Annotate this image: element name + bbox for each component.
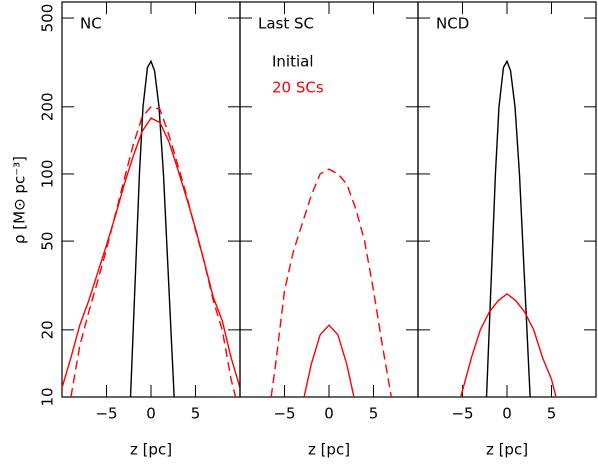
x-tick-label: 5 — [191, 405, 201, 423]
data-line — [485, 59, 531, 398]
y-tick-label: 100 — [39, 160, 57, 189]
y-tick-label: 10 — [39, 387, 57, 406]
x-axis-label: z [pc] — [486, 441, 528, 459]
x-axis-label: z [pc] — [308, 441, 350, 459]
panel-title: NCD — [436, 15, 469, 33]
y-tick-label: 500 — [39, 4, 57, 33]
data-line — [70, 106, 237, 398]
data-line — [61, 117, 241, 388]
x-tick-label: 0 — [324, 405, 334, 423]
legend-entry: Initial — [272, 53, 314, 71]
panel-title: NC — [80, 15, 102, 33]
y-tick-label: 200 — [39, 92, 57, 121]
x-tick-label: −5 — [273, 405, 295, 423]
x-axis-label: z [pc] — [130, 441, 172, 459]
x-tick-label: 5 — [547, 405, 557, 423]
y-axis-label: ρ [M⊙ pc⁻³] — [11, 156, 29, 244]
data-line — [303, 324, 355, 398]
x-tick-label: 5 — [369, 405, 379, 423]
y-tick-label: 50 — [39, 232, 57, 251]
y-tick-label: 20 — [39, 320, 57, 339]
panel-frame — [239, 1, 419, 398]
x-tick-label: 0 — [502, 405, 512, 423]
x-tick-label: 0 — [146, 405, 156, 423]
x-tick-label: −5 — [451, 405, 473, 423]
data-line — [460, 292, 557, 398]
legend-entry: 20 SCs — [272, 79, 324, 97]
x-tick-label: −5 — [95, 405, 117, 423]
data-line — [270, 168, 392, 398]
panel-title: Last SC — [258, 15, 314, 33]
data-line — [129, 59, 175, 398]
